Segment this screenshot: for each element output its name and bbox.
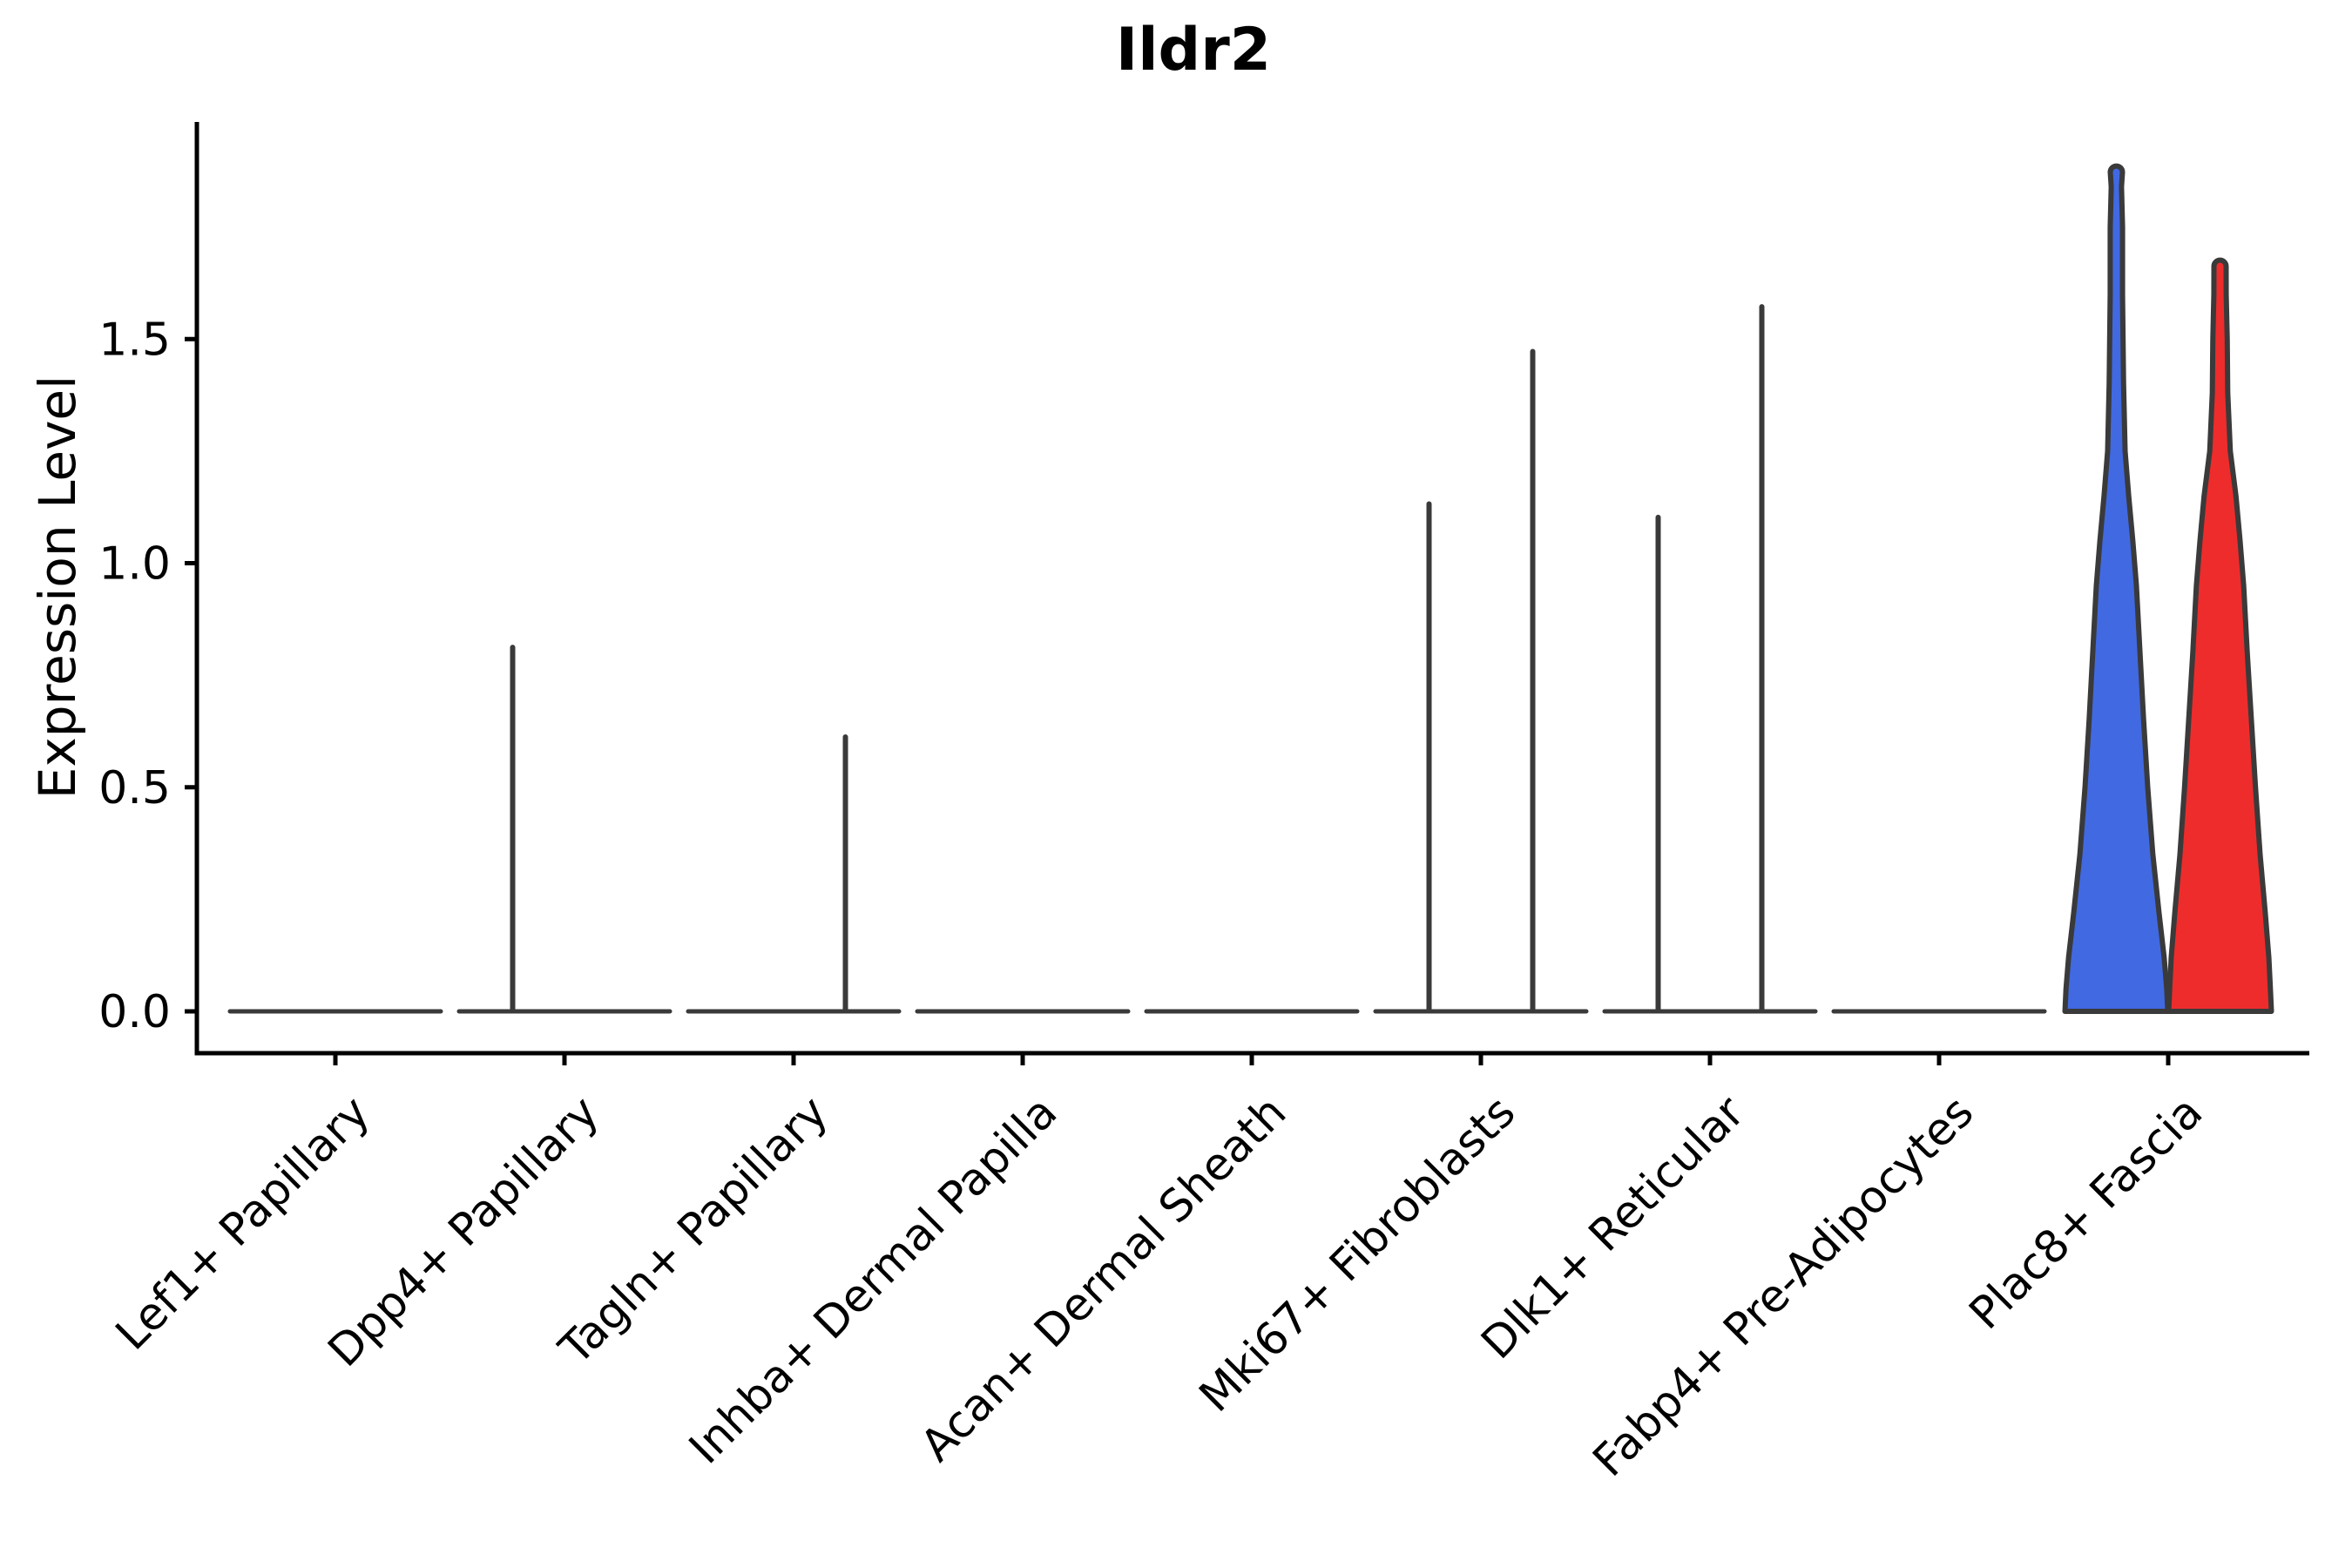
x-tick-label: Fabp4+ Pre-Adipocytes xyxy=(1584,1086,1984,1486)
violin-body xyxy=(2166,257,2274,1014)
x-tick-label: Acan+ Dermal Sheath xyxy=(911,1086,1296,1471)
y-tick-label: 1.5 xyxy=(98,314,171,366)
chart-title: Ildr2 xyxy=(1115,16,1272,84)
y-tick-label: 1.0 xyxy=(98,538,171,591)
violin-body xyxy=(2062,163,2171,1014)
y-axis-label: Expression Level xyxy=(28,375,87,800)
y-tick-label: 0.5 xyxy=(98,762,171,814)
x-tick-label: Plac8+ Fascia xyxy=(1960,1086,2213,1339)
x-tick-label: Inhba+ Dermal Papilla xyxy=(679,1086,1067,1474)
y-tick-label: 0.0 xyxy=(98,986,171,1038)
